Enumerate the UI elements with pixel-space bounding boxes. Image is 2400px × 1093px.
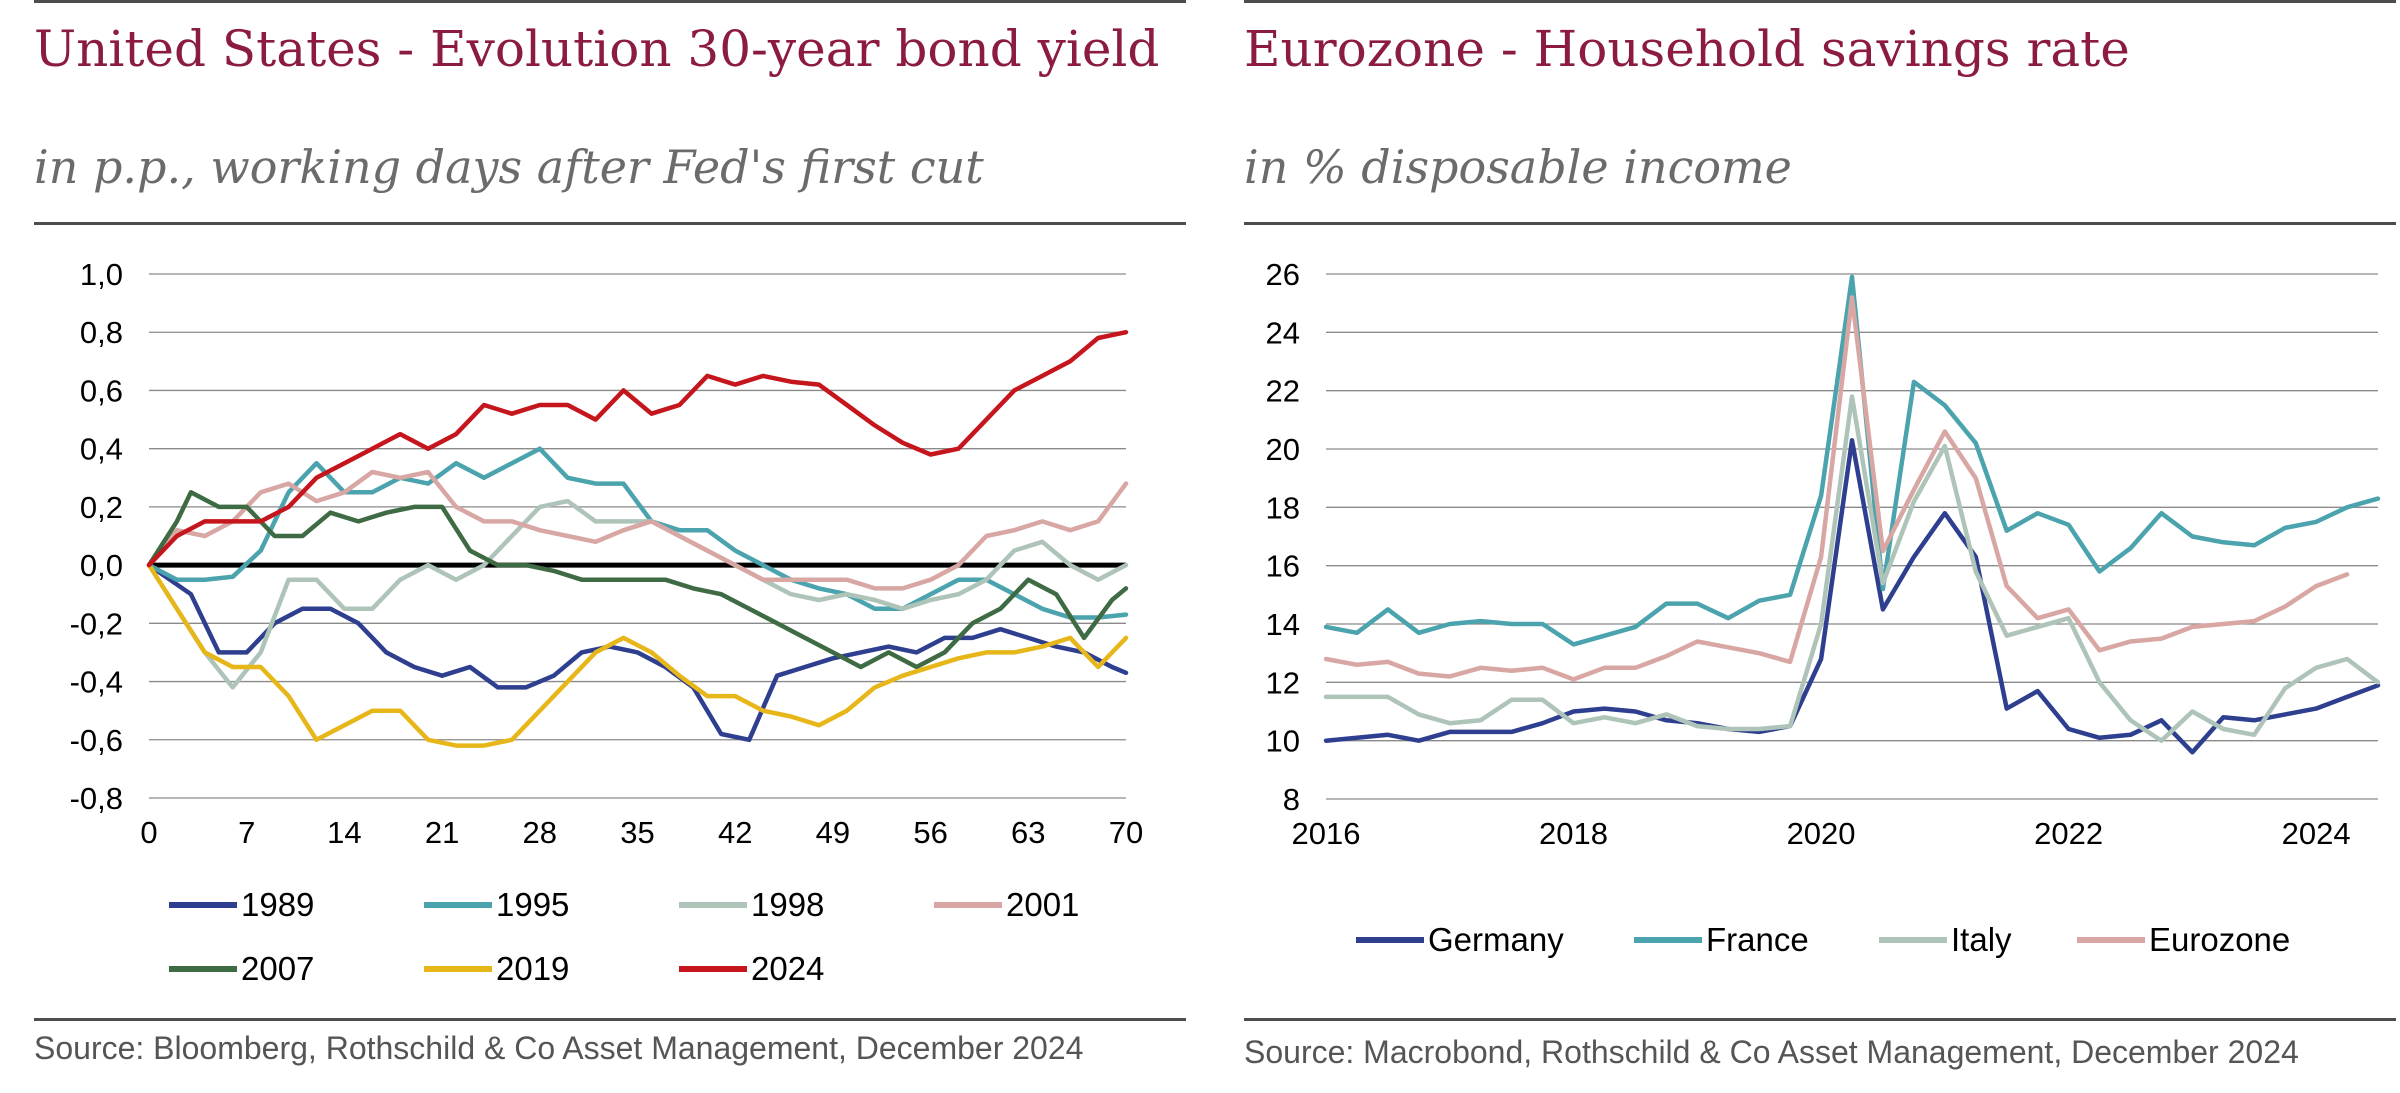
chart-title: United States - Evolution 30-year bond y… <box>34 20 1160 78</box>
x-tick-label: 2016 <box>1292 816 1361 851</box>
legend-label-2019: 2019 <box>496 950 569 987</box>
y-tick-label: 8 <box>1283 782 1300 817</box>
series-line-germany <box>1323 438 2381 755</box>
x-tick-label: 7 <box>238 815 255 850</box>
x-tick-label: 70 <box>1109 815 1143 850</box>
series-line-2001 <box>146 469 1129 591</box>
legend-label-2024: 2024 <box>751 950 824 987</box>
y-tick-label: 14 <box>1266 607 1300 642</box>
subtitle-rule <box>34 222 1186 225</box>
legend-label-1998: 1998 <box>751 886 824 923</box>
y-tick-label: 12 <box>1266 665 1300 700</box>
bottom-rule <box>34 1018 1186 1021</box>
legend-label-1995: 1995 <box>496 886 569 923</box>
series-line-eurozone <box>1323 295 2350 682</box>
legend-label-2007: 2007 <box>241 950 314 987</box>
top-rule <box>34 0 1186 3</box>
y-tick-label: 20 <box>1266 432 1300 467</box>
chart-subtitle: in p.p., working days after Fed's first … <box>34 140 984 194</box>
y-tick-label: 24 <box>1266 315 1300 350</box>
y-tick-label: 0,8 <box>80 315 123 350</box>
legend-label-1989: 1989 <box>241 886 314 923</box>
x-tick-label: 42 <box>718 815 752 850</box>
subtitle-rule <box>1244 222 2396 225</box>
series-line-italy <box>1323 394 2381 743</box>
series-line-2024 <box>146 329 1129 568</box>
y-tick-label: 10 <box>1266 724 1300 759</box>
x-tick-label: 56 <box>913 815 947 850</box>
source-note: Source: Bloomberg, Rothschild & Co Asset… <box>34 1030 1084 1066</box>
y-tick-label: -0,8 <box>70 781 123 816</box>
x-tick-label: 2024 <box>2282 816 2351 851</box>
legend-label-germany: Germany <box>1428 921 1564 958</box>
series-line-2019 <box>146 562 1129 748</box>
y-tick-label: 1,0 <box>80 257 123 292</box>
y-tick-label: 0,6 <box>80 373 123 408</box>
y-tick-label: 18 <box>1266 490 1300 525</box>
x-tick-label: 35 <box>620 815 654 850</box>
right-chart-panel: Eurozone - Household savings rate in % d… <box>1244 0 2400 1093</box>
y-tick-label: -0,2 <box>70 606 123 641</box>
legend-label-eurozone: Eurozone <box>2149 921 2290 958</box>
x-tick-label: 2020 <box>1787 816 1856 851</box>
left-chart-panel: United States - Evolution 30-year bond y… <box>34 0 1194 1093</box>
y-tick-label: 22 <box>1266 374 1300 409</box>
x-tick-label: 2022 <box>2034 816 2103 851</box>
legend-label-2001: 2001 <box>1006 886 1079 923</box>
y-tick-label: 0,0 <box>80 548 123 583</box>
x-tick-label: 0 <box>140 815 157 850</box>
series-line-1998 <box>146 498 1129 690</box>
y-tick-label: -0,4 <box>70 665 123 700</box>
y-tick-label: 16 <box>1266 549 1300 584</box>
legend-label-france: France <box>1706 921 1809 958</box>
series-line-1995 <box>146 446 1129 620</box>
x-tick-label: 14 <box>327 815 361 850</box>
x-tick-label: 63 <box>1011 815 1045 850</box>
legend-label-italy: Italy <box>1951 921 2012 958</box>
x-tick-label: 28 <box>523 815 557 850</box>
series-line-2007 <box>146 490 1129 670</box>
y-tick-label: -0,6 <box>70 723 123 758</box>
chart-title: Eurozone - Household savings rate <box>1244 20 2130 78</box>
y-tick-label: 26 <box>1266 257 1300 292</box>
x-tick-label: 49 <box>816 815 850 850</box>
x-tick-label: 21 <box>425 815 459 850</box>
series-line-1989 <box>146 562 1129 743</box>
bottom-rule <box>1244 1018 2396 1021</box>
y-tick-label: 0,4 <box>80 432 123 467</box>
chart-subtitle: in % disposable income <box>1244 140 1792 194</box>
top-rule <box>1244 0 2396 3</box>
x-tick-label: 2018 <box>1539 816 1608 851</box>
series-line-france <box>1323 274 2381 647</box>
bond-yield-chart: 1,0 0,8 0,6 0,4 0,2 0,0 -0,2 -0,4 -0,6 -0,8 0 7 14 21… <box>70 257 1144 987</box>
y-tick-label: 0,2 <box>80 490 123 525</box>
source-note: Source: Macrobond, Rothschild & Co Asset… <box>1244 1034 2299 1070</box>
